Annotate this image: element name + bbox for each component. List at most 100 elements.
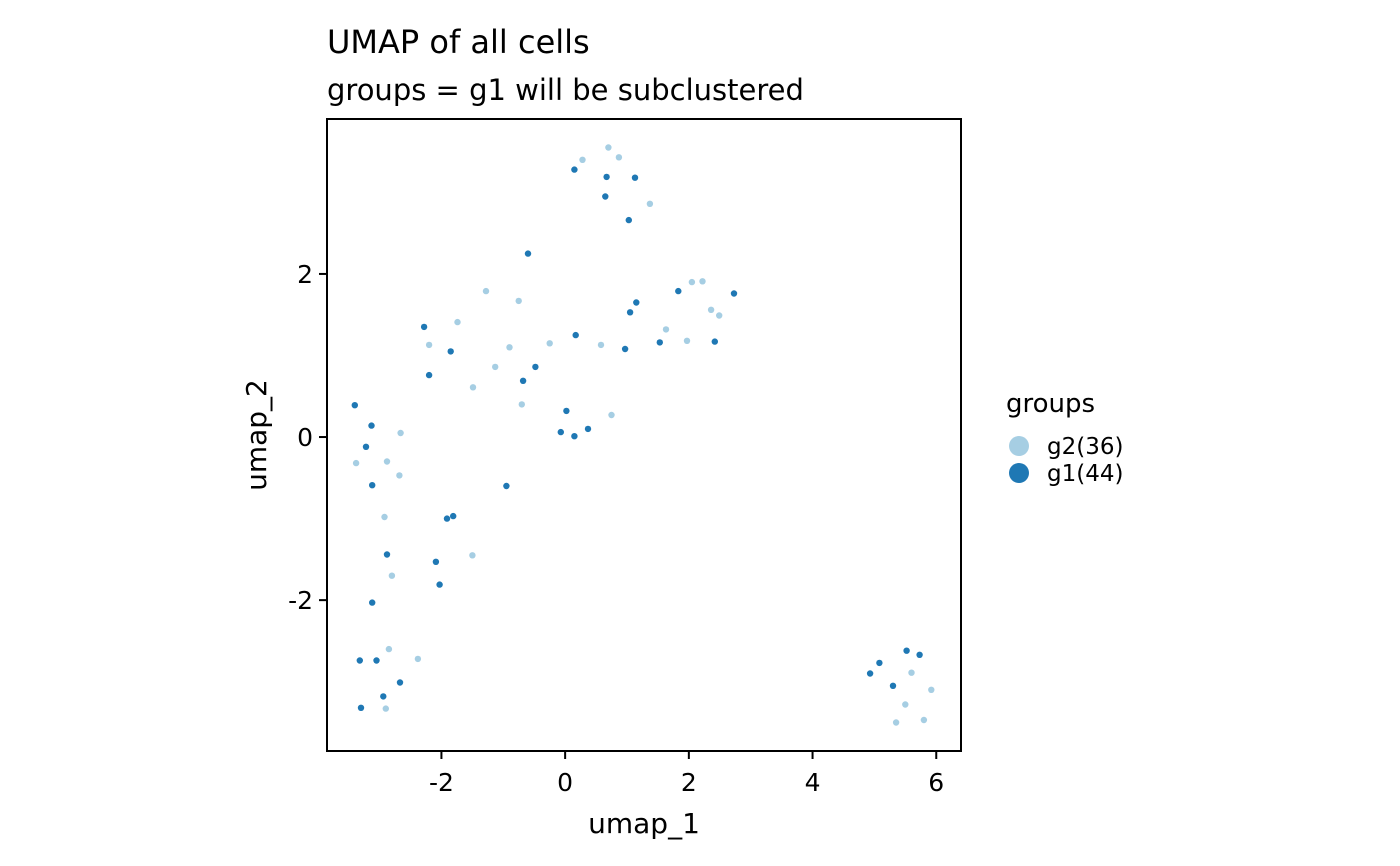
point-g1-40 [866, 670, 874, 677]
point-g1-33 [369, 599, 376, 606]
point-g2-2 [615, 154, 623, 161]
point-g2-17 [688, 278, 696, 286]
point-g2-34 [920, 716, 928, 724]
point-g1-2 [631, 174, 639, 181]
point-g2-19 [707, 306, 715, 313]
point-g1-37 [380, 693, 387, 700]
point-g1-1 [603, 173, 610, 181]
point-g2-21 [397, 429, 404, 437]
data-points [351, 144, 935, 726]
legend-label-g2: g2(36) [1047, 434, 1123, 460]
x-tick-label: -2 [429, 768, 454, 797]
point-g1-39 [876, 659, 883, 667]
point-g2-3 [646, 200, 654, 207]
point-g1-34 [356, 657, 363, 664]
x-tick-label: 4 [805, 768, 821, 797]
point-g1-4 [625, 216, 632, 224]
point-g1-35 [373, 657, 380, 664]
legend-title: groups [1006, 389, 1095, 419]
point-g2-28 [385, 645, 393, 653]
point-g2-29 [414, 655, 422, 663]
point-g1-13 [711, 338, 718, 345]
point-g2-4 [482, 287, 490, 295]
y-axis-title: umap_2 [240, 379, 273, 491]
point-g1-6 [675, 287, 682, 295]
point-g1-7 [730, 290, 738, 297]
point-g1-8 [633, 299, 640, 306]
point-g1-20 [563, 407, 570, 415]
point-g2-20 [716, 312, 723, 319]
x-axis-title: umap_1 [588, 807, 700, 840]
point-g1-25 [362, 443, 370, 450]
point-g1-5 [524, 250, 532, 257]
point-g2-11 [492, 363, 499, 371]
point-g2-32 [902, 701, 909, 708]
point-g1-23 [571, 433, 578, 440]
point-g2-15 [662, 326, 670, 333]
point-g1-27 [503, 482, 510, 490]
legend-key-g2 [1009, 436, 1029, 456]
point-g1-21 [368, 422, 375, 429]
y-axis: -2 0 2 [288, 260, 327, 615]
y-tick-label: 0 [297, 423, 313, 452]
point-g1-0 [571, 166, 578, 173]
point-g1-12 [656, 339, 663, 346]
point-g2-7 [425, 341, 433, 349]
x-tick-label: 0 [557, 768, 573, 797]
point-g2-0 [605, 144, 612, 151]
y-tick-label: -2 [288, 586, 313, 615]
point-g1-17 [425, 371, 433, 379]
point-g1-29 [450, 512, 457, 520]
x-tick-label: 6 [928, 768, 944, 797]
point-g2-30 [382, 705, 389, 712]
point-g2-26 [388, 572, 396, 579]
point-g1-19 [351, 402, 358, 409]
x-tick-label: 2 [681, 768, 697, 797]
point-g1-38 [357, 704, 365, 711]
point-g1-24 [584, 425, 592, 433]
point-g1-11 [572, 331, 579, 339]
point-g1-18 [519, 377, 527, 384]
point-g1-30 [383, 551, 391, 558]
legend: groups g2(36)g1(44) [1006, 389, 1123, 487]
point-g2-33 [892, 719, 900, 726]
point-g2-18 [699, 278, 706, 285]
point-g1-41 [903, 647, 910, 654]
point-g2-9 [546, 340, 553, 347]
point-g1-32 [436, 581, 443, 588]
point-g1-36 [396, 679, 404, 686]
point-g2-35 [928, 686, 935, 693]
x-axis: -2 0 2 4 6 [429, 751, 944, 797]
point-g1-31 [432, 558, 440, 565]
plot-panel-border [326, 118, 962, 752]
legend-key-g1 [1009, 463, 1029, 483]
point-g2-12 [469, 384, 477, 391]
point-g2-1 [579, 156, 586, 163]
point-g1-42 [916, 651, 923, 658]
legend-label-g1: g1(44) [1047, 461, 1123, 487]
point-g1-16 [532, 363, 539, 371]
point-g2-16 [683, 337, 691, 344]
point-g2-6 [454, 318, 461, 326]
point-g1-14 [447, 348, 454, 355]
point-g2-24 [396, 472, 403, 479]
point-g1-10 [420, 323, 428, 331]
point-g1-43 [889, 682, 897, 689]
point-g2-14 [608, 411, 615, 419]
point-g2-5 [515, 297, 522, 305]
point-g1-9 [626, 309, 634, 316]
y-tick-label: 2 [297, 260, 313, 289]
point-g2-27 [469, 552, 476, 559]
point-g2-23 [383, 458, 391, 465]
point-g1-28 [443, 515, 451, 522]
chart-title: UMAP of all cells [327, 23, 590, 61]
point-g2-10 [597, 341, 605, 349]
point-g1-22 [557, 428, 564, 436]
point-g2-13 [518, 401, 525, 408]
point-g2-25 [381, 513, 388, 521]
point-g2-31 [908, 669, 915, 676]
point-g2-8 [506, 344, 513, 351]
point-g1-3 [602, 193, 609, 200]
point-g2-22 [352, 459, 360, 467]
